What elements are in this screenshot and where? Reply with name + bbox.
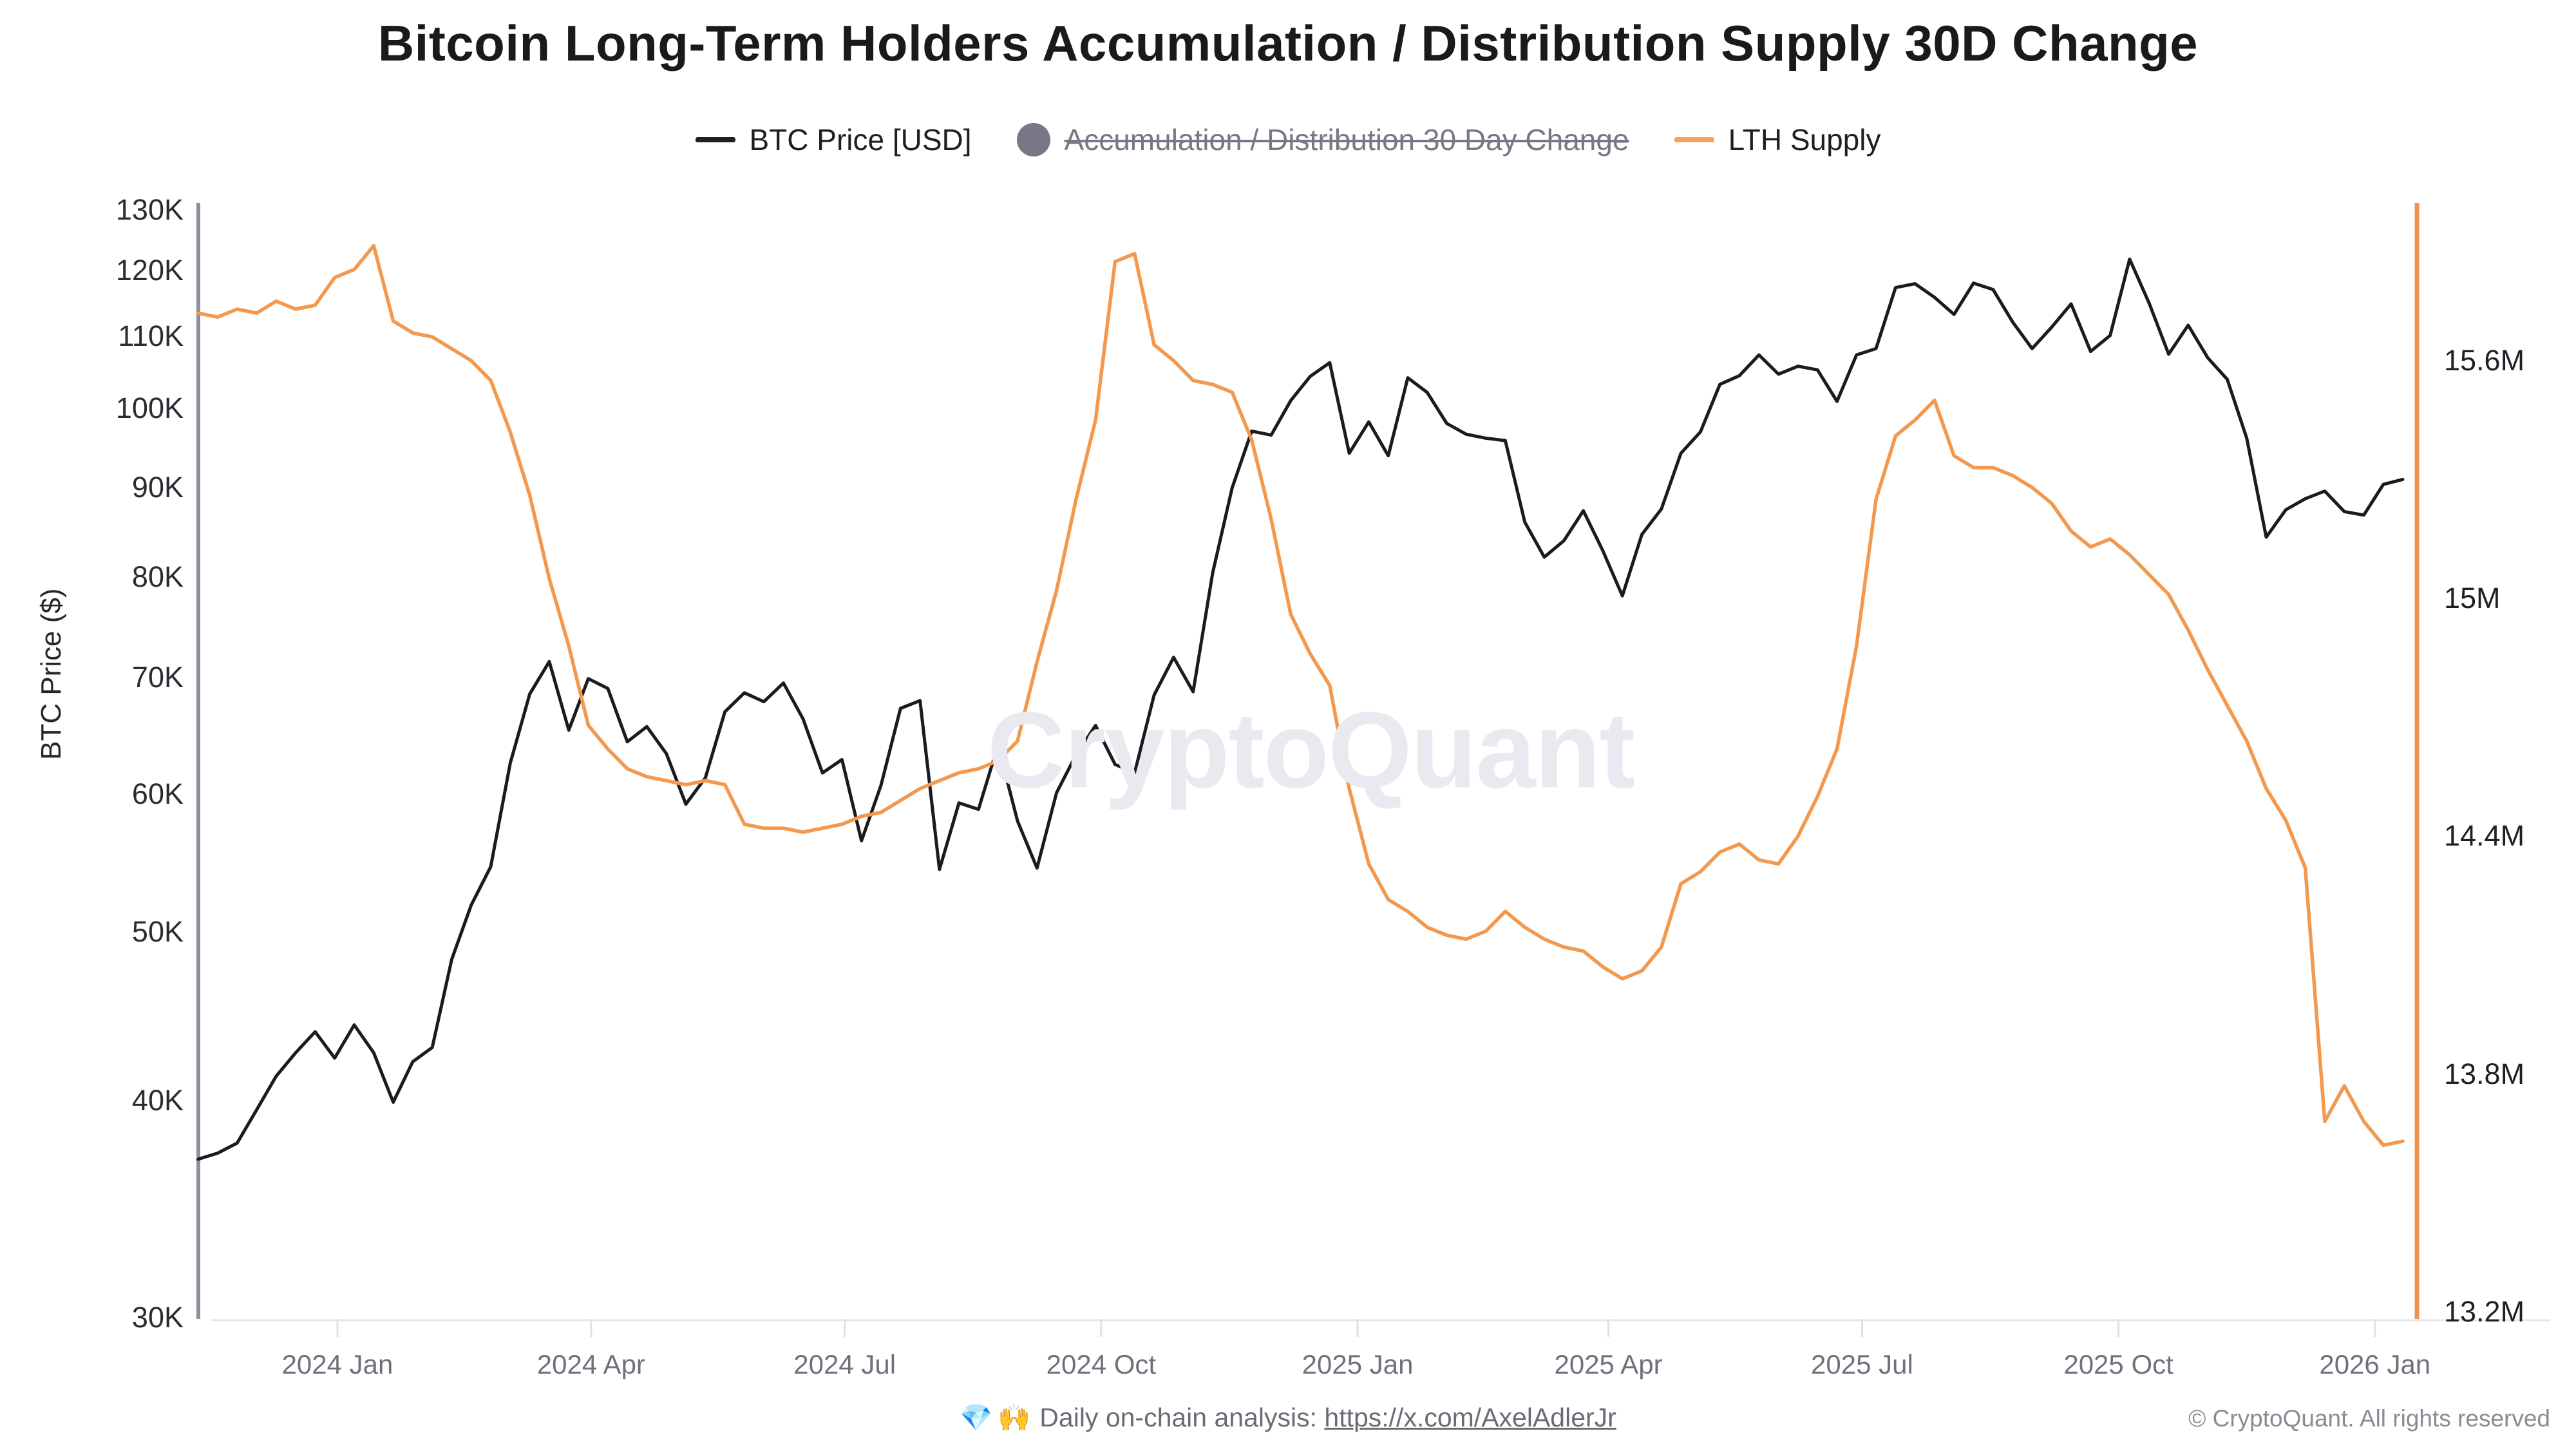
right-axis-tick: 13.8M [2444, 1057, 2525, 1090]
right-axis-tick: 14.4M [2444, 819, 2525, 853]
x-axis-tick: 2026 Jan [2319, 1349, 2431, 1379]
left-axis-tick: 70K [131, 661, 184, 694]
legend-dash-marker [695, 137, 735, 142]
legend-label: LTH Supply [1728, 123, 1881, 156]
legend-label: Accumulation / Distribution 30 Day Chang… [1064, 123, 1629, 156]
x-axis-tick: 2024 Jan [281, 1349, 393, 1379]
x-axis-tick: 2025 Jan [1302, 1349, 1414, 1379]
x-axis-tick: 2025 Jul [1811, 1349, 1913, 1379]
lth-supply-line [196, 243, 2405, 1148]
footer-link[interactable]: https://x.com/AxelAdlerJr [1324, 1403, 1616, 1432]
left-axis-tick: 130K [115, 193, 184, 226]
legend: BTC Price [USD] Accumulation / Distributi… [0, 122, 2576, 157]
x-axis-tick: 2025 Oct [2063, 1349, 2174, 1379]
copyright: © CryptoQuant. All rights reserved [2188, 1405, 2550, 1432]
left-axis-tick: 60K [131, 777, 184, 810]
gem-icon: 💎 [960, 1403, 993, 1432]
left-axis-tick: 100K [115, 391, 184, 424]
x-axis-tick: 2024 Apr [536, 1349, 645, 1379]
legend-circle-marker [1016, 123, 1050, 156]
right-axis-tick: 15M [2444, 582, 2501, 615]
watermark: CryptoQuant [987, 689, 1636, 811]
footer-note-text: Daily on-chain analysis: [1039, 1403, 1325, 1432]
left-axis-tick: 120K [115, 253, 184, 287]
left-axis-tick: 50K [131, 914, 184, 948]
legend-item-1[interactable]: Accumulation / Distribution 30 Day Chang… [1016, 122, 1629, 157]
left-axis-tick: 90K [131, 471, 184, 504]
right-axis-tick: 13.2M [2444, 1294, 2525, 1328]
raised-hands-icon: 🙌 [998, 1403, 1031, 1432]
legend-label: BTC Price [USD] [749, 123, 972, 156]
legend-item-0[interactable]: BTC Price [USD] [695, 122, 972, 157]
x-axis-tick: 2025 Apr [1554, 1349, 1663, 1379]
btc-price-line [196, 257, 2405, 1161]
right-axis-tick: 15.6M [2444, 344, 2525, 377]
x-axis-tick: 2024 Jul [793, 1349, 896, 1379]
footer-note: 💎 🙌 Daily on-chain analysis: https://x.com… [960, 1403, 1616, 1434]
legend-dash-marker [1674, 137, 1714, 142]
left-axis-tick: 40K [131, 1083, 184, 1117]
left-axis-tick: 110K [118, 319, 184, 352]
legend-item-2[interactable]: LTH Supply [1674, 122, 1881, 157]
x-axis-tick: 2024 Oct [1046, 1349, 1157, 1379]
left-axis-tick: 80K [131, 560, 184, 593]
page-title: Bitcoin Long-Term Holders Accumulation /… [377, 15, 2199, 71]
left-axis-tick: 30K [131, 1301, 184, 1334]
